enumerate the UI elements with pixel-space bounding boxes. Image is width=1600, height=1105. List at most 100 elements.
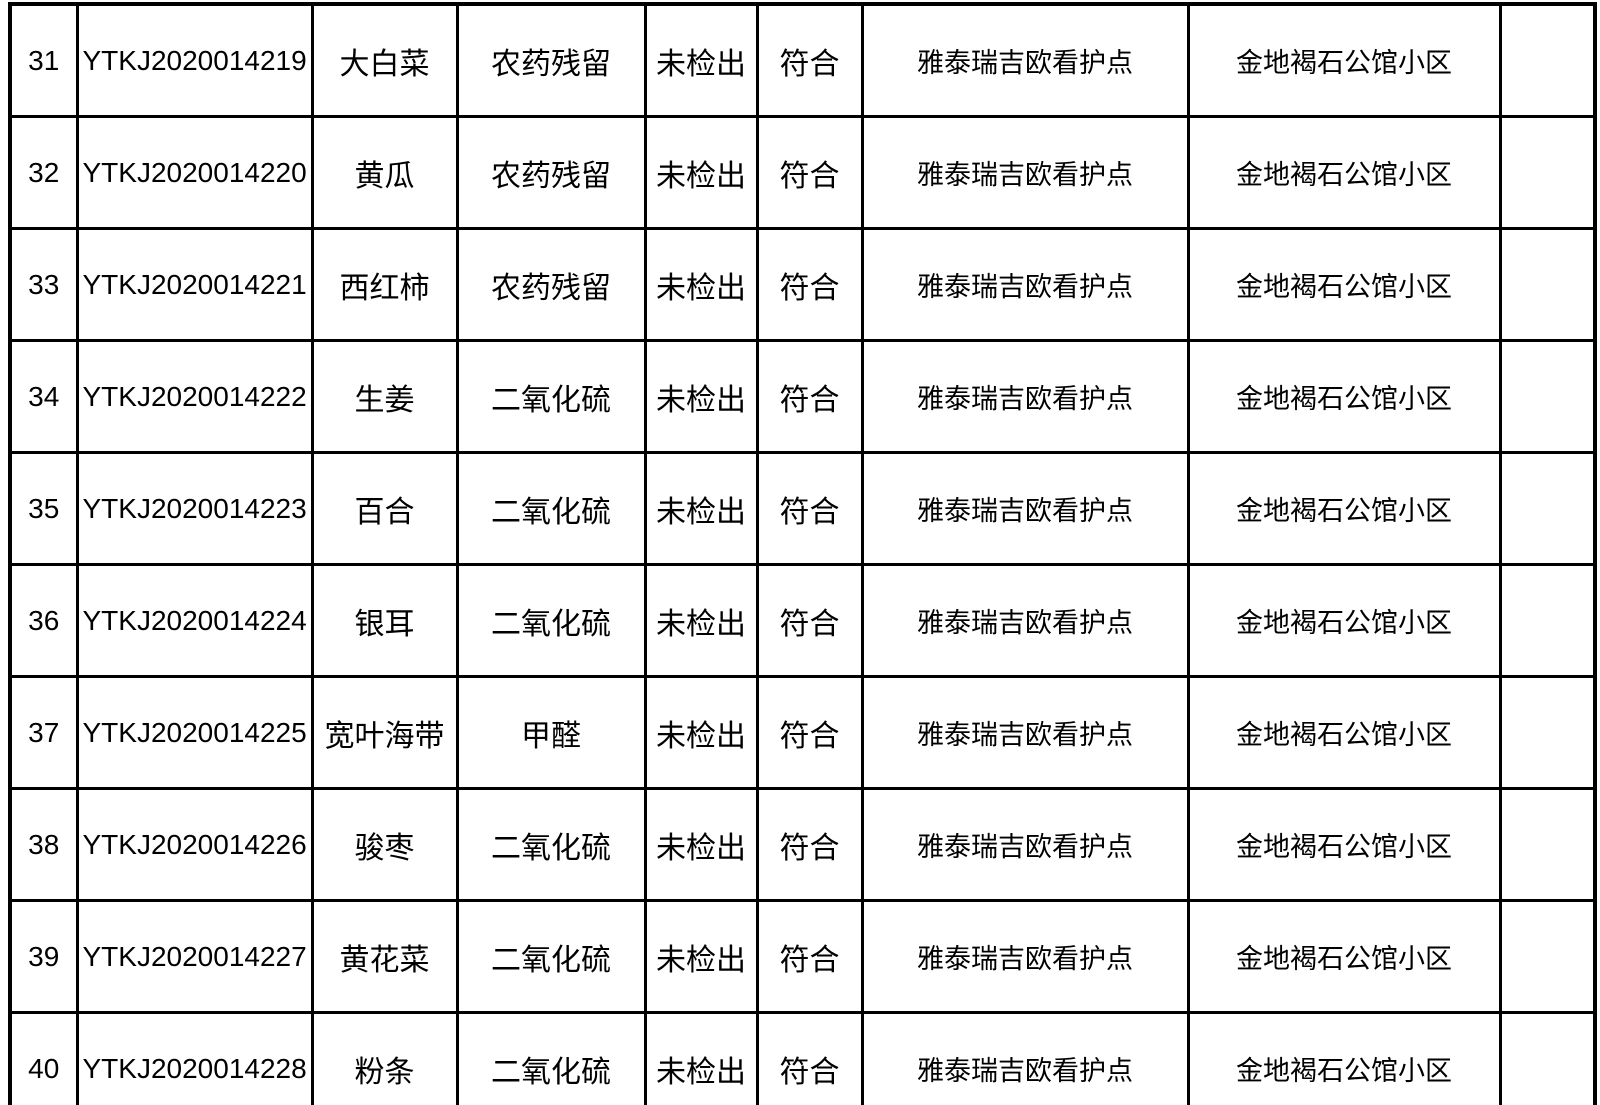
sample-id-cell: YTKJ2020014219 (75, 2, 314, 118)
result-cell: 未检出 (643, 899, 759, 1014)
sample-id-cell: YTKJ2020014228 (75, 1011, 314, 1105)
test-item-cell: 农药残留 (455, 2, 647, 118)
sample-id-cell: YTKJ2020014221 (75, 227, 314, 342)
site-cell: 雅泰瑞吉欧看护点 (860, 1011, 1190, 1105)
conclusion-cell: 符合 (755, 227, 864, 342)
conclusion-cell: 符合 (755, 899, 864, 1014)
conclusion-cell: 符合 (755, 115, 864, 230)
address-cell: 金地褐石公馆小区 (1186, 899, 1502, 1014)
sample-name-cell: 百合 (310, 451, 459, 566)
address-cell: 金地褐石公馆小区 (1186, 227, 1502, 342)
conclusion-cell: 符合 (755, 2, 864, 118)
site-cell: 雅泰瑞吉欧看护点 (860, 115, 1190, 230)
result-cell: 未检出 (643, 1011, 759, 1105)
row-number-cell: 38 (8, 787, 79, 902)
row-number-cell: 32 (8, 115, 79, 230)
conclusion-cell: 符合 (755, 563, 864, 678)
table-row: 35 YTKJ2020014223 百合 二氧化硫 未检出 符合 雅泰瑞吉欧看护… (8, 451, 1597, 566)
conclusion-cell: 符合 (755, 339, 864, 454)
address-cell: 金地褐石公馆小区 (1186, 339, 1502, 454)
remark-cell (1498, 563, 1597, 678)
sample-name-cell: 大白菜 (310, 2, 459, 118)
table-row: 38 YTKJ2020014226 骏枣 二氧化硫 未检出 符合 雅泰瑞吉欧看护… (8, 787, 1597, 902)
table-row: 33 YTKJ2020014221 西红柿 农药残留 未检出 符合 雅泰瑞吉欧看… (8, 227, 1597, 342)
test-item-cell: 农药残留 (455, 227, 647, 342)
sample-name-cell: 西红柿 (310, 227, 459, 342)
result-cell: 未检出 (643, 451, 759, 566)
result-cell: 未检出 (643, 2, 759, 118)
conclusion-cell: 符合 (755, 675, 864, 790)
site-cell: 雅泰瑞吉欧看护点 (860, 899, 1190, 1014)
table-row: 31 YTKJ2020014219 大白菜 农药残留 未检出 符合 雅泰瑞吉欧看… (8, 2, 1597, 118)
sample-name-cell: 生姜 (310, 339, 459, 454)
remark-cell (1498, 339, 1597, 454)
address-cell: 金地褐石公馆小区 (1186, 1011, 1502, 1105)
test-item-cell: 二氧化硫 (455, 451, 647, 566)
site-cell: 雅泰瑞吉欧看护点 (860, 787, 1190, 902)
result-cell: 未检出 (643, 675, 759, 790)
remark-cell (1498, 115, 1597, 230)
test-item-cell: 二氧化硫 (455, 1011, 647, 1105)
site-cell: 雅泰瑞吉欧看护点 (860, 2, 1190, 118)
result-cell: 未检出 (643, 563, 759, 678)
conclusion-cell: 符合 (755, 1011, 864, 1105)
address-cell: 金地褐石公馆小区 (1186, 2, 1502, 118)
conclusion-cell: 符合 (755, 787, 864, 902)
result-cell: 未检出 (643, 339, 759, 454)
site-cell: 雅泰瑞吉欧看护点 (860, 339, 1190, 454)
sample-id-cell: YTKJ2020014225 (75, 675, 314, 790)
result-cell: 未检出 (643, 227, 759, 342)
row-number-cell: 35 (8, 451, 79, 566)
test-item-cell: 二氧化硫 (455, 563, 647, 678)
table-body: 31 YTKJ2020014219 大白菜 农药残留 未检出 符合 雅泰瑞吉欧看… (8, 2, 1597, 1105)
test-item-cell: 二氧化硫 (455, 899, 647, 1014)
remark-cell (1498, 675, 1597, 790)
site-cell: 雅泰瑞吉欧看护点 (860, 563, 1190, 678)
conclusion-cell: 符合 (755, 451, 864, 566)
address-cell: 金地褐石公馆小区 (1186, 675, 1502, 790)
inspection-results-table: 31 YTKJ2020014219 大白菜 农药残留 未检出 符合 雅泰瑞吉欧看… (8, 2, 1597, 1105)
table-row: 37 YTKJ2020014225 宽叶海带 甲醛 未检出 符合 雅泰瑞吉欧看护… (8, 675, 1597, 790)
sample-id-cell: YTKJ2020014222 (75, 339, 314, 454)
remark-cell (1498, 227, 1597, 342)
table-row: 36 YTKJ2020014224 银耳 二氧化硫 未检出 符合 雅泰瑞吉欧看护… (8, 563, 1597, 678)
row-number-cell: 39 (8, 899, 79, 1014)
test-item-cell: 甲醛 (455, 675, 647, 790)
remark-cell (1498, 787, 1597, 902)
remark-cell (1498, 1011, 1597, 1105)
test-item-cell: 农药残留 (455, 115, 647, 230)
row-number-cell: 34 (8, 339, 79, 454)
test-item-cell: 二氧化硫 (455, 339, 647, 454)
sample-name-cell: 黄花菜 (310, 899, 459, 1014)
table-row: 32 YTKJ2020014220 黄瓜 农药残留 未检出 符合 雅泰瑞吉欧看护… (8, 115, 1597, 230)
address-cell: 金地褐石公馆小区 (1186, 115, 1502, 230)
sample-id-cell: YTKJ2020014224 (75, 563, 314, 678)
remark-cell (1498, 899, 1597, 1014)
row-number-cell: 33 (8, 227, 79, 342)
sample-name-cell: 黄瓜 (310, 115, 459, 230)
sample-id-cell: YTKJ2020014223 (75, 451, 314, 566)
site-cell: 雅泰瑞吉欧看护点 (860, 675, 1190, 790)
sample-id-cell: YTKJ2020014227 (75, 899, 314, 1014)
row-number-cell: 37 (8, 675, 79, 790)
result-cell: 未检出 (643, 115, 759, 230)
result-cell: 未检出 (643, 787, 759, 902)
sample-name-cell: 宽叶海带 (310, 675, 459, 790)
remark-cell (1498, 2, 1597, 118)
row-number-cell: 40 (8, 1011, 79, 1105)
table-row: 39 YTKJ2020014227 黄花菜 二氧化硫 未检出 符合 雅泰瑞吉欧看… (8, 899, 1597, 1014)
row-number-cell: 36 (8, 563, 79, 678)
test-item-cell: 二氧化硫 (455, 787, 647, 902)
address-cell: 金地褐石公馆小区 (1186, 563, 1502, 678)
site-cell: 雅泰瑞吉欧看护点 (860, 227, 1190, 342)
sample-name-cell: 粉条 (310, 1011, 459, 1105)
sample-id-cell: YTKJ2020014226 (75, 787, 314, 902)
table-row: 40 YTKJ2020014228 粉条 二氧化硫 未检出 符合 雅泰瑞吉欧看护… (8, 1011, 1597, 1105)
row-number-cell: 31 (8, 2, 79, 118)
sample-name-cell: 银耳 (310, 563, 459, 678)
remark-cell (1498, 451, 1597, 566)
address-cell: 金地褐石公馆小区 (1186, 451, 1502, 566)
table-row: 34 YTKJ2020014222 生姜 二氧化硫 未检出 符合 雅泰瑞吉欧看护… (8, 339, 1597, 454)
site-cell: 雅泰瑞吉欧看护点 (860, 451, 1190, 566)
